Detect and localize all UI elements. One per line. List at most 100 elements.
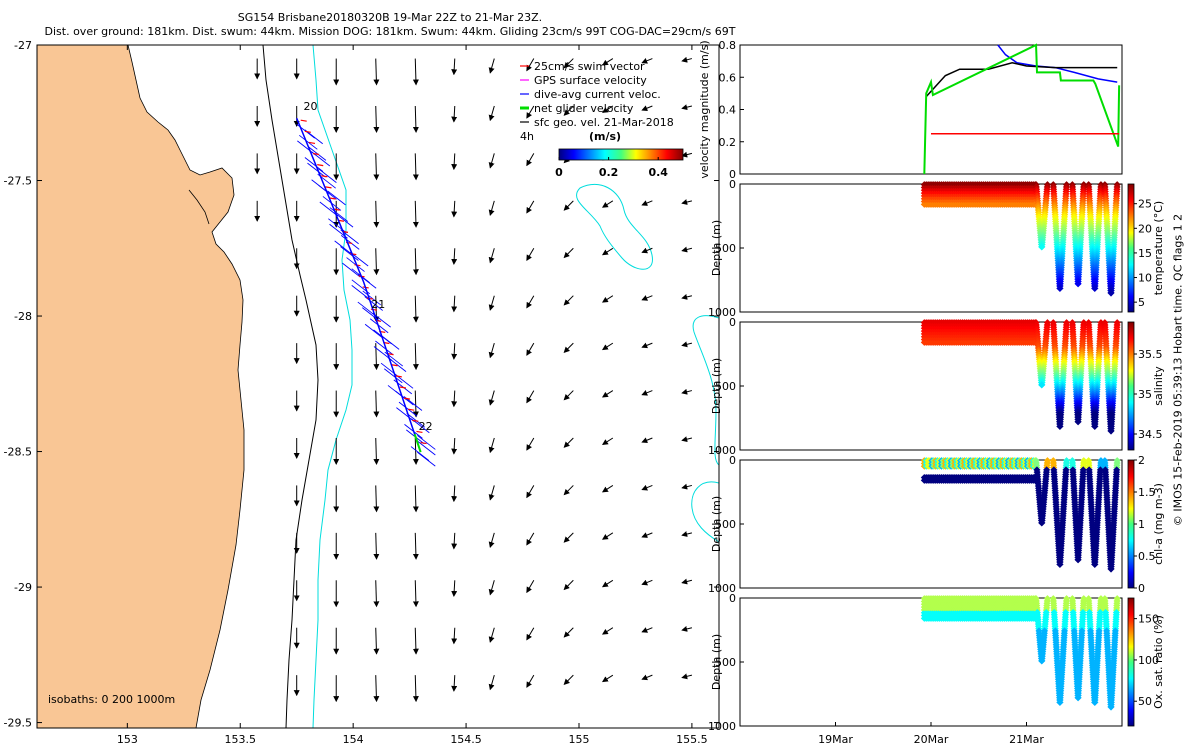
map-ytick-label: -28 <box>14 310 32 323</box>
map-xtick-label: 154 <box>343 733 364 746</box>
oxygen-colorbar-label: Ox. sat. ratio (%) <box>1152 615 1165 709</box>
dive-avg-current-vector <box>364 323 384 339</box>
geo-velocity-arrow <box>563 342 574 353</box>
geo-velocity-arrow <box>451 485 458 503</box>
glider-path <box>296 117 420 447</box>
salinity-colorbar-tick-label: 34.5 <box>1138 428 1163 441</box>
geo-velocity-arrow <box>601 247 614 256</box>
geo-velocity-arrow <box>526 342 535 356</box>
legend-label: dive-avg current veloc. <box>534 88 661 101</box>
colorbar-tick-label: 0.2 <box>599 166 619 179</box>
data-point <box>1091 284 1099 292</box>
geo-velocity-arrow <box>451 295 458 313</box>
day-label: 22 <box>419 420 433 433</box>
data-point <box>1056 284 1064 292</box>
swim-vector <box>308 141 316 145</box>
geo-velocity-arrow <box>641 342 653 349</box>
geo-velocity-arrow <box>412 295 419 323</box>
dive-avg-current-vector <box>362 307 381 322</box>
map-ytick-label: -27.5 <box>4 175 32 188</box>
chlorophyll-ytick-label: 0 <box>729 454 736 467</box>
oxygen-ytick-label: 1000 <box>708 720 736 733</box>
dive-avg-current-vector <box>319 201 339 217</box>
time-xtick-label: 20Mar <box>914 733 949 746</box>
map-ytick-label: -27 <box>14 39 32 52</box>
geo-velocity-arrow <box>412 437 419 465</box>
geo-velocity-arrow <box>526 580 535 594</box>
geo-velocity-arrow <box>373 532 380 560</box>
swim-vector <box>420 441 427 445</box>
velocity-axes <box>739 44 1123 175</box>
geo-velocity-arrow <box>641 105 653 112</box>
dive-avg-current-vector <box>406 412 425 428</box>
geo-velocity-arrow <box>681 483 693 490</box>
dive-avg-current-vector <box>307 162 326 178</box>
glider-track <box>296 117 436 467</box>
geo-velocity-arrow <box>681 151 693 158</box>
geo-velocity-arrow <box>641 295 653 301</box>
isobath-200 <box>262 45 319 728</box>
swim-vector <box>387 353 394 356</box>
geo-velocity-arrow <box>488 200 495 217</box>
geo-velocity-arrow <box>641 437 653 444</box>
salinity-colorbar-tick-label: 35 <box>1138 388 1152 401</box>
chlorophyll-data-points <box>920 457 1121 573</box>
geo-velocity-arrow <box>563 532 574 543</box>
geo-velocity-arrow <box>641 579 653 586</box>
geo-velocity-arrow <box>451 105 458 123</box>
data-point <box>1056 422 1064 430</box>
geo-velocity-arrow <box>412 105 419 133</box>
geo-velocity-arrow <box>373 295 380 323</box>
swim-vector <box>412 419 419 422</box>
geo-velocity-arrow <box>526 248 535 262</box>
dive-avg-current-vector <box>364 296 383 311</box>
oxygen-colorbar <box>1127 597 1135 727</box>
dive-avg-current-vector <box>334 212 354 228</box>
geo-velocity-arrow <box>641 627 653 633</box>
geo-velocity-arrow <box>373 580 380 608</box>
geo-velocity-arrow <box>526 58 535 72</box>
geo-velocity-arrow <box>412 153 419 181</box>
salinity-data-points <box>920 319 1121 435</box>
geo-velocity-arrow <box>563 247 574 259</box>
dive-avg-current-vector <box>410 446 430 461</box>
geo-velocity-arrow <box>641 390 653 396</box>
temperature-ytick-label: 1000 <box>708 306 736 319</box>
geo-velocity-arrow <box>563 105 574 116</box>
temperature-colorbar-tick-label: 20 <box>1138 222 1152 235</box>
speed-colorbar <box>558 148 684 161</box>
geo-velocity-arrow <box>373 627 380 655</box>
geo-velocity-arrow <box>526 105 535 119</box>
dive-avg-current-vector <box>416 451 436 467</box>
temperature-colorbar-tick-label: 25 <box>1138 198 1152 211</box>
geo-velocity-arrow <box>601 295 614 303</box>
chlorophyll-ylabel: Depth (m) <box>710 496 723 552</box>
geo-velocity-arrow <box>526 532 535 546</box>
colorbar-tick-label: 0.4 <box>648 166 668 179</box>
dive-avg-current-vector <box>340 246 359 261</box>
geo-velocity-arrow <box>601 342 614 351</box>
legend-label: sfc geo. vel. 21-Mar-2018 <box>534 116 674 129</box>
geo-velocity-arrow <box>641 484 653 491</box>
data-point <box>1074 418 1082 426</box>
geo-velocity-arrow <box>526 627 535 641</box>
geo-velocity-arrow <box>641 674 653 681</box>
velocity-ytick-label: 0.8 <box>719 39 737 52</box>
temperature-panel: 0 500 1000 Depth (m) 5 10 15 20 25 temperature (°… <box>708 178 1165 319</box>
geo-velocity-arrow <box>601 674 614 683</box>
geo-velocity-arrow <box>526 200 535 214</box>
geo-velocity-arrow <box>641 58 653 64</box>
day-label: 21 <box>371 298 385 311</box>
geo-velocity-arrow <box>641 247 653 254</box>
chlorophyll-ytick-label: 1000 <box>708 582 736 595</box>
map-xtick-label: 155 <box>568 733 589 746</box>
temperature-colorbar-tick-label: 5 <box>1138 296 1145 309</box>
dive-avg-current-vector <box>304 157 324 172</box>
oxygen-colorbar-tick-label: 50 <box>1138 695 1152 708</box>
geo-velocity-arrow <box>488 58 495 74</box>
geo-velocity-arrow <box>601 390 614 398</box>
